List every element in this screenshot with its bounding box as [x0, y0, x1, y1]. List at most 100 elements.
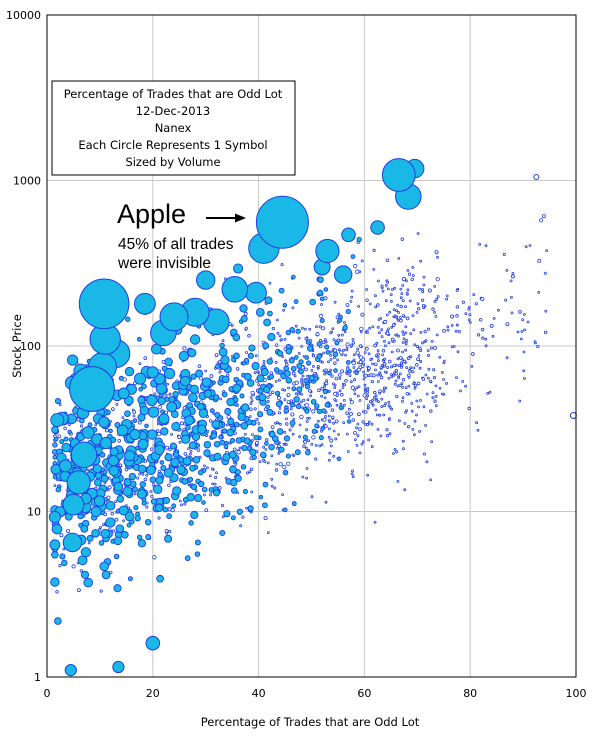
- cloud-bubble-288: [390, 325, 394, 329]
- cloud-bubble-524: [305, 428, 309, 432]
- cloud-bubble-1971: [170, 457, 180, 467]
- cloud-bubble-556: [275, 421, 279, 424]
- cloud-bubble-1968: [197, 424, 207, 434]
- cloud-bubble-1860: [164, 534, 173, 543]
- cloud-bubble-158: [446, 328, 450, 332]
- cloud-bubble-1292: [333, 391, 338, 396]
- cloud-bubble-944: [370, 379, 374, 384]
- cloud-bubble-686: [315, 325, 318, 329]
- cloud-bubble-918: [372, 248, 376, 252]
- cloud-bubble-802: [215, 471, 219, 475]
- cloud-bubble-337: [404, 386, 408, 390]
- cloud-bubble-1906: [154, 503, 164, 513]
- cloud-bubble-1250: [263, 516, 268, 521]
- cloud-bubble-567: [298, 423, 302, 427]
- cloud-bubble-2043: [51, 523, 63, 535]
- cloud-bubble-760: [257, 383, 261, 387]
- cloud-bubble-260: [356, 347, 360, 351]
- cloud-bubble-1494: [324, 402, 330, 408]
- cloud-bubble-1374: [304, 355, 310, 360]
- cloud-bubble-307: [382, 386, 386, 390]
- cloud-bubble-787: [383, 344, 387, 348]
- cloud-bubble-198: [401, 330, 405, 334]
- cloud-bubble-798: [256, 370, 260, 374]
- cloud-bubble-795: [327, 427, 331, 431]
- cloud-bubble-1893: [237, 412, 246, 422]
- cloud-bubble-1116: [518, 310, 522, 314]
- cloud-bubble-661: [363, 351, 367, 355]
- cloud-bubble-690: [511, 271, 515, 275]
- cloud-bubble-469: [411, 274, 415, 277]
- key-bubble-0: [533, 174, 540, 180]
- cloud-bubble-244: [211, 482, 215, 486]
- cloud-bubble-388: [390, 407, 394, 411]
- cloud-bubble-1552: [162, 506, 169, 513]
- cloud-bubble-378: [361, 440, 365, 444]
- cloud-bubble-1880: [190, 510, 199, 520]
- cloud-bubble-1061: [351, 418, 356, 422]
- cloud-bubble-1567: [310, 398, 317, 405]
- cloud-bubble-1359: [336, 456, 342, 462]
- cloud-bubble-136: [276, 446, 279, 450]
- cloud-bubble-26: [305, 420, 309, 423]
- cloud-bubble-1600: [219, 439, 226, 446]
- cloud-bubble-1549: [305, 449, 311, 456]
- cloud-bubble-984: [150, 494, 154, 499]
- cloud-bubble-1249: [315, 332, 320, 337]
- cloud-bubble-729: [509, 295, 513, 299]
- cloud-bubble-1263: [182, 346, 187, 351]
- cloud-bubble-586: [320, 443, 324, 447]
- cloud-bubble-208: [417, 405, 420, 409]
- cloud-bubble-409: [314, 443, 318, 447]
- cloud-bubble-233: [316, 419, 320, 423]
- cloud-bubble-1564: [201, 486, 208, 493]
- cloud-bubble-1863: [260, 368, 269, 377]
- cloud-bubble-2088: [99, 436, 113, 450]
- cloud-bubble-697: [281, 493, 285, 497]
- cloud-bubble-10: [275, 318, 279, 322]
- cloud-bubble-998: [285, 422, 289, 426]
- cloud-bubble-1987: [99, 561, 109, 572]
- cloud-bubble-1765: [243, 437, 251, 445]
- cloud-bubble-1286: [435, 277, 440, 282]
- cloud-bubble-144: [363, 387, 367, 391]
- cloud-bubble-1840: [244, 372, 252, 381]
- cloud-bubble-421: [405, 279, 408, 283]
- cloud-bubble-1381: [320, 426, 325, 431]
- cloud-bubble-279: [342, 421, 346, 425]
- cloud-bubble-11: [219, 397, 223, 401]
- cloud-bubble-1399: [136, 336, 142, 342]
- cloud-bubble-1201: [541, 214, 546, 219]
- cloud-bubble-1227: [383, 319, 388, 324]
- cloud-bubble-1447: [141, 500, 147, 506]
- cloud-bubble-1983: [100, 528, 111, 539]
- cloud-bubble-1472: [324, 344, 330, 350]
- cloud-bubble-1348: [108, 428, 113, 434]
- cloud-bubble-731: [397, 376, 401, 380]
- cloud-bubble-940: [385, 428, 389, 432]
- cloud-bubble-56: [262, 359, 266, 363]
- cloud-bubble-1076: [317, 388, 321, 393]
- cloud-bubble-999: [418, 346, 422, 351]
- cloud-bubble-850: [280, 263, 284, 267]
- cloud-bubble-1940: [187, 348, 197, 358]
- cloud-bubble-487: [337, 312, 341, 316]
- cloud-bubble-148: [387, 327, 390, 331]
- cloud-bubble-1996: [105, 500, 116, 511]
- y-tick-label-0: 1: [34, 671, 41, 684]
- cloud-bubble-1949: [171, 421, 181, 432]
- cloud-bubble-1623: [160, 465, 167, 471]
- cloud-bubble-289: [389, 299, 393, 303]
- cloud-bubble-1749: [266, 408, 274, 416]
- cloud-bubble-652: [383, 404, 387, 408]
- cloud-bubble-223: [510, 311, 514, 315]
- apple-annotation-line-1: 45% of all trades: [118, 236, 234, 253]
- cloud-bubble-174: [435, 333, 439, 337]
- cloud-bubble-2086: [134, 372, 147, 385]
- cloud-bubble-340: [358, 399, 362, 402]
- cloud-bubble-2047: [49, 539, 61, 551]
- cloud-bubble-1452: [230, 515, 236, 521]
- cloud-bubble-1300: [156, 431, 162, 437]
- cloud-bubble-1486: [285, 453, 291, 459]
- cloud-bubble-1387: [282, 507, 288, 513]
